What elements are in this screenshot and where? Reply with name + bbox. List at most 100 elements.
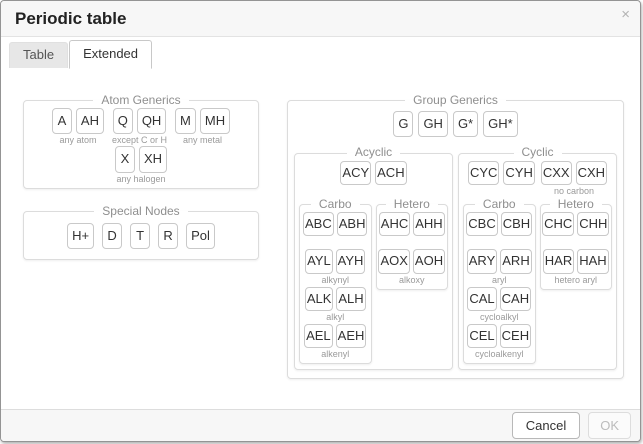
pair-cycloalkenyl: CEL CEH cycloalkenyl xyxy=(466,324,533,360)
button-cbh[interactable]: CBH xyxy=(500,212,533,237)
atom-button-ah[interactable]: AH xyxy=(75,108,104,135)
button-ceh[interactable]: CEH xyxy=(499,324,532,349)
pair-hetero-aryl: HAR HAH hetero aryl xyxy=(542,249,610,285)
button-cyh[interactable]: CYH xyxy=(503,160,535,185)
acyclic-hetero-fieldset: Hetero AHC AHH xyxy=(375,196,448,290)
special-button-h-plus[interactable]: H+ xyxy=(67,222,95,250)
button-cal[interactable]: CAL xyxy=(467,286,497,312)
pair-any-metal: M MH any metal xyxy=(175,108,231,146)
button-chc[interactable]: CHC xyxy=(542,212,575,237)
button-ael[interactable]: AEL xyxy=(304,324,333,349)
pair-no-carbon: CXX CXH no carbon xyxy=(540,160,608,197)
pair-acyclic-hetero: AHC AHH xyxy=(378,212,446,248)
pair-caption: any halogen xyxy=(116,173,166,184)
button-ahh[interactable]: AHH xyxy=(413,212,445,237)
pair-caption: alkenyl xyxy=(321,349,350,360)
atom-button-xh[interactable]: XH xyxy=(138,146,168,173)
pair-alkyl: ALK ALH alkyl xyxy=(302,286,369,323)
tab-extended[interactable]: Extended xyxy=(69,40,153,69)
pair-alkenyl: AEL AEH alkenyl xyxy=(302,324,369,360)
atom-generics-fieldset: Atom Generics A AH any atom Q QH xyxy=(23,93,259,189)
cyclic-top-row: CYC CYH CXX CXH no carbon xyxy=(463,160,612,197)
legend-acyclic-carbo: Carbo xyxy=(318,196,352,211)
button-ach[interactable]: ACH xyxy=(375,160,407,185)
group-generics-columns: Acyclic ACY ACH xyxy=(294,145,617,371)
special-button-r[interactable]: R xyxy=(158,222,179,250)
pair-aryl: ARY ARH aryl xyxy=(466,249,533,285)
pair-acyclic: ACY ACH xyxy=(340,160,407,197)
group-button-g[interactable]: G xyxy=(393,111,414,138)
legend-special-nodes: Special Nodes xyxy=(102,203,180,218)
pair-except-c-or-h: Q QH except C or H xyxy=(112,108,167,146)
legend-atom-generics: Atom Generics xyxy=(101,93,181,107)
special-button-d[interactable]: D xyxy=(102,222,123,250)
legend-acyclic-hetero: Hetero xyxy=(393,196,430,211)
atom-button-a[interactable]: A xyxy=(51,108,72,135)
pair-cycloalkyl: CAL CAH cycloalkyl xyxy=(466,286,533,323)
atom-generics-row-2: X XH any halogen xyxy=(32,146,250,184)
special-button-pol[interactable]: Pol xyxy=(186,222,215,250)
button-aox[interactable]: AOX xyxy=(378,249,410,274)
acyclic-top-row: ACY ACH xyxy=(299,160,448,197)
button-arh[interactable]: ARH xyxy=(500,249,532,274)
pair-caption: cycloalkyl xyxy=(479,312,519,323)
atom-button-x[interactable]: X xyxy=(114,146,135,173)
button-cyc[interactable]: CYC xyxy=(467,160,500,185)
special-button-t[interactable]: T xyxy=(130,222,151,250)
button-cel[interactable]: CEL xyxy=(467,324,497,349)
pair-caption: any metal xyxy=(183,135,223,146)
pair-caption: except C or H xyxy=(111,135,168,146)
button-chh[interactable]: CHH xyxy=(577,212,610,237)
close-icon[interactable]: × xyxy=(621,6,630,23)
group-button-gh-star[interactable]: GH* xyxy=(483,111,518,138)
group-button-g-star[interactable]: G* xyxy=(452,111,479,138)
atom-button-qh[interactable]: QH xyxy=(136,108,167,135)
special-nodes-row: H+ D T R Pol xyxy=(32,219,250,252)
right-column: Group Generics G GH G* GH* Acyclic xyxy=(287,93,624,409)
button-alk[interactable]: ALK xyxy=(304,286,334,312)
atom-button-mh[interactable]: MH xyxy=(199,108,231,135)
button-aeh[interactable]: AEH xyxy=(335,324,367,349)
button-cxx[interactable]: CXX xyxy=(540,160,572,185)
pair-any-atom: A AH any atom xyxy=(51,108,104,146)
button-aoh[interactable]: AOH xyxy=(412,249,446,274)
pair-caption: alkyl xyxy=(326,312,345,323)
atom-button-m[interactable]: M xyxy=(175,108,196,135)
ok-button[interactable]: OK xyxy=(588,412,631,439)
tab-table[interactable]: Table xyxy=(9,42,69,68)
legend-cyclic-carbo: Carbo xyxy=(482,196,516,211)
pair-cyclic-hetero: CHC CHH xyxy=(542,212,610,248)
button-acy[interactable]: ACY xyxy=(340,160,372,185)
legend-cyclic-hetero: Hetero xyxy=(557,196,594,211)
legend-group-generics: Group Generics xyxy=(413,93,498,107)
pair-caption: any atom xyxy=(59,135,97,146)
button-abh[interactable]: ABH xyxy=(336,212,368,237)
cancel-button[interactable]: Cancel xyxy=(511,412,581,439)
pair-caption: hetero aryl xyxy=(554,274,598,285)
acyclic-carbo-fieldset: Carbo ABC ABH xyxy=(299,196,372,365)
group-button-gh[interactable]: GH xyxy=(418,111,448,138)
button-cbc[interactable]: CBC xyxy=(466,212,498,237)
button-cah[interactable]: CAH xyxy=(499,286,532,312)
legend-acyclic: Acyclic xyxy=(354,145,393,160)
cyclic-sub-columns: Carbo CBC CBH xyxy=(463,196,612,365)
button-har[interactable]: HAR xyxy=(542,249,575,274)
button-ary[interactable]: ARY xyxy=(466,249,498,274)
special-nodes-fieldset: Special Nodes H+ D T R Pol xyxy=(23,203,259,261)
left-column: Atom Generics A AH any atom Q QH xyxy=(23,93,259,409)
button-cxh[interactable]: CXH xyxy=(575,160,608,185)
button-ayh[interactable]: AYH xyxy=(335,249,366,274)
pair-caption: cycloalkenyl xyxy=(474,349,524,360)
pair-cyclic-carbo: CBC CBH xyxy=(466,212,533,248)
button-alh[interactable]: ALH xyxy=(336,286,366,312)
group-generics-row: G GH G* GH* xyxy=(294,111,617,138)
pair-alkynyl: AYL AYH alkynyl xyxy=(302,249,369,285)
button-abc[interactable]: ABC xyxy=(303,212,334,237)
pair-caption: no carbon xyxy=(553,185,594,196)
pair-alkoxy: AOX AOH alkoxy xyxy=(378,249,446,285)
dialog-title: Periodic table xyxy=(15,8,127,28)
button-hah[interactable]: HAH xyxy=(577,249,609,274)
button-ayl[interactable]: AYL xyxy=(305,249,333,274)
atom-button-q[interactable]: Q xyxy=(112,108,133,135)
button-ahc[interactable]: AHC xyxy=(378,212,411,237)
